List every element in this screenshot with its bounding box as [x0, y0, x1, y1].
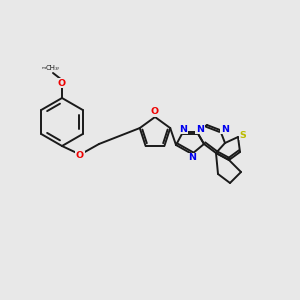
Text: N: N: [196, 124, 204, 134]
Text: N: N: [179, 124, 187, 134]
Text: methoxy: methoxy: [42, 66, 60, 70]
Text: O: O: [76, 152, 84, 160]
Text: N: N: [221, 124, 229, 134]
Text: S: S: [240, 130, 246, 140]
Text: O: O: [151, 107, 159, 116]
Text: N: N: [188, 154, 196, 163]
Text: O: O: [58, 79, 66, 88]
Text: CH₃: CH₃: [46, 65, 59, 71]
